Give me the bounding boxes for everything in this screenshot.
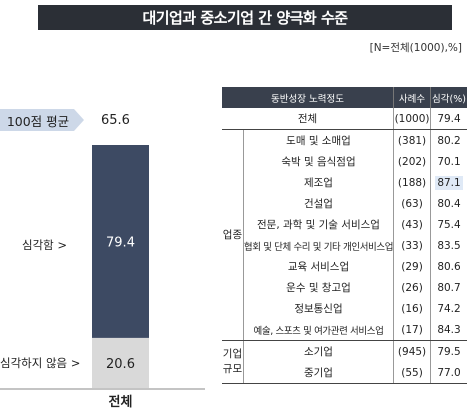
row-value: 80.2 xyxy=(430,129,467,151)
row-value-text: 77.0 xyxy=(437,366,461,379)
row-label: 숙박 및 음식점업 xyxy=(281,156,356,168)
row-value-text: 70.1 xyxy=(437,155,461,168)
row-label: 협회 및 단체 수리 및 기타 개인서비스업 xyxy=(243,241,394,253)
bar-segment-serious xyxy=(92,145,149,338)
average-label: 100점 평균 xyxy=(6,113,70,129)
row-value: 80.6 xyxy=(430,256,467,277)
row-n: (381) xyxy=(393,129,431,151)
table-row: 숙박 및 음식점업 (202) 70.1 xyxy=(222,151,467,172)
data-label-not-serious: 20.6 xyxy=(106,357,135,372)
row-n: (29) xyxy=(393,256,431,277)
table-row: 제조업 (188) 87.1 xyxy=(222,172,467,193)
row-n: (43) xyxy=(393,214,431,235)
row-label: 교육 서비스업 xyxy=(287,261,350,273)
row-label: 중기업 xyxy=(243,362,394,384)
row-value-text: 83.5 xyxy=(437,239,461,252)
row-value-text: 74.2 xyxy=(437,302,461,315)
stacked-bar-chart: 79.4 20.6 전체 xyxy=(0,145,205,410)
average-tag-shape xyxy=(0,109,84,131)
table-row-total: 전체 (1000) 79.4 xyxy=(222,108,467,130)
row-n: (202) xyxy=(393,151,431,172)
row-n: (945) xyxy=(393,340,431,362)
row-value: 83.5 xyxy=(430,235,467,256)
table-row: 건설업 (63) 80.4 xyxy=(222,193,467,214)
breakdown-table: 동반성장 노력정도 사례수 심각(%) 전체 (1000) 79.4 업종 도매 및 소… xyxy=(222,87,467,384)
table-row: 운수 및 창고업 (26) 80.7 xyxy=(222,277,467,298)
row-value: 74.2 xyxy=(430,298,467,319)
label-serious: 심각함 > xyxy=(22,238,68,252)
row-value-text: 84.3 xyxy=(437,323,461,336)
row-value: 80.7 xyxy=(430,277,467,298)
group-label-line: 기업 xyxy=(222,348,243,360)
table-header-row: 동반성장 노력정도 사례수 심각(%) xyxy=(222,87,467,108)
table-row: 업종 도매 및 소매업 (381) 80.2 xyxy=(222,129,467,341)
table-row: 정보통신업 (16) 74.2 xyxy=(222,298,467,319)
table-row: 예술, 스포츠 및 여가관련 서비스업 (17) 84.3 xyxy=(222,319,467,341)
row-value-text: 80.2 xyxy=(437,134,461,147)
row-label: 전체 xyxy=(222,108,394,130)
row-label: 운수 및 창고업 xyxy=(286,282,351,294)
header-category: 동반성장 노력정도 xyxy=(222,87,394,108)
row-n: (188) xyxy=(393,172,431,193)
table-row: 중기업 (55) 77.0 xyxy=(222,362,467,384)
row-label: 전문, 과학 및 기술 서비스업 xyxy=(257,219,380,231)
row-n: (55) xyxy=(393,362,431,384)
row-value-text: 87.1 xyxy=(435,175,463,190)
row-value-text: 80.4 xyxy=(437,197,461,210)
row-label: 건설업 xyxy=(303,198,333,210)
row-value-text: 75.4 xyxy=(437,218,461,231)
row-n: (1000) xyxy=(393,108,431,130)
row-value-text: 80.6 xyxy=(437,260,461,273)
row-value-text: 79.5 xyxy=(437,345,461,358)
bar-segment-not-serious xyxy=(92,337,149,388)
average-tag: 100점 평균 xyxy=(0,109,84,131)
row-n: (26) xyxy=(393,277,431,298)
row-value: 84.3 xyxy=(430,319,467,341)
table-row: 협회 및 단체 수리 및 기타 개인서비스업 (33) 83.5 xyxy=(222,235,467,256)
row-value-text: 80.7 xyxy=(437,281,461,294)
row-value: 75.4 xyxy=(430,214,467,235)
header-n: 사례수 xyxy=(393,87,431,108)
table-row: 교육 서비스업 (29) 80.6 xyxy=(222,256,467,277)
row-value: 87.1 xyxy=(430,172,467,193)
row-label: 예술, 스포츠 및 여가관련 서비스업 xyxy=(243,319,394,341)
row-n: (63) xyxy=(393,193,431,214)
row-n: (17) xyxy=(393,319,431,341)
label-not-serious: 심각하지 않음 > xyxy=(0,356,81,370)
data-label-serious: 79.4 xyxy=(106,235,135,250)
table-row: 전문, 과학 및 기술 서비스업 (43) 75.4 xyxy=(222,214,467,235)
sample-note: [N=전체(1000),%] xyxy=(369,42,462,54)
chart-title: 대기업과 중소기업 간 양극화 수준 xyxy=(38,5,452,30)
group-label-line: 규모 xyxy=(222,363,243,375)
row-label: 정보통신업 xyxy=(294,303,343,315)
row-value: 79.5 xyxy=(430,340,467,362)
row-n: (16) xyxy=(393,298,431,319)
row-value: 80.4 xyxy=(430,193,467,214)
x-tick-label: 전체 xyxy=(109,394,133,410)
header-percent: 심각(%) xyxy=(430,87,467,108)
row-value: 70.1 xyxy=(430,151,467,172)
group-label: 업종 xyxy=(222,129,244,341)
row-value: 79.4 xyxy=(430,108,467,130)
row-label: 제조업 xyxy=(303,177,333,189)
average-value: 65.6 xyxy=(101,112,130,128)
row-label: 소기업 xyxy=(303,346,333,358)
row-n: (33) xyxy=(393,235,431,256)
row-value: 77.0 xyxy=(430,362,467,384)
row-label: 도매 및 소매업 xyxy=(286,135,351,147)
